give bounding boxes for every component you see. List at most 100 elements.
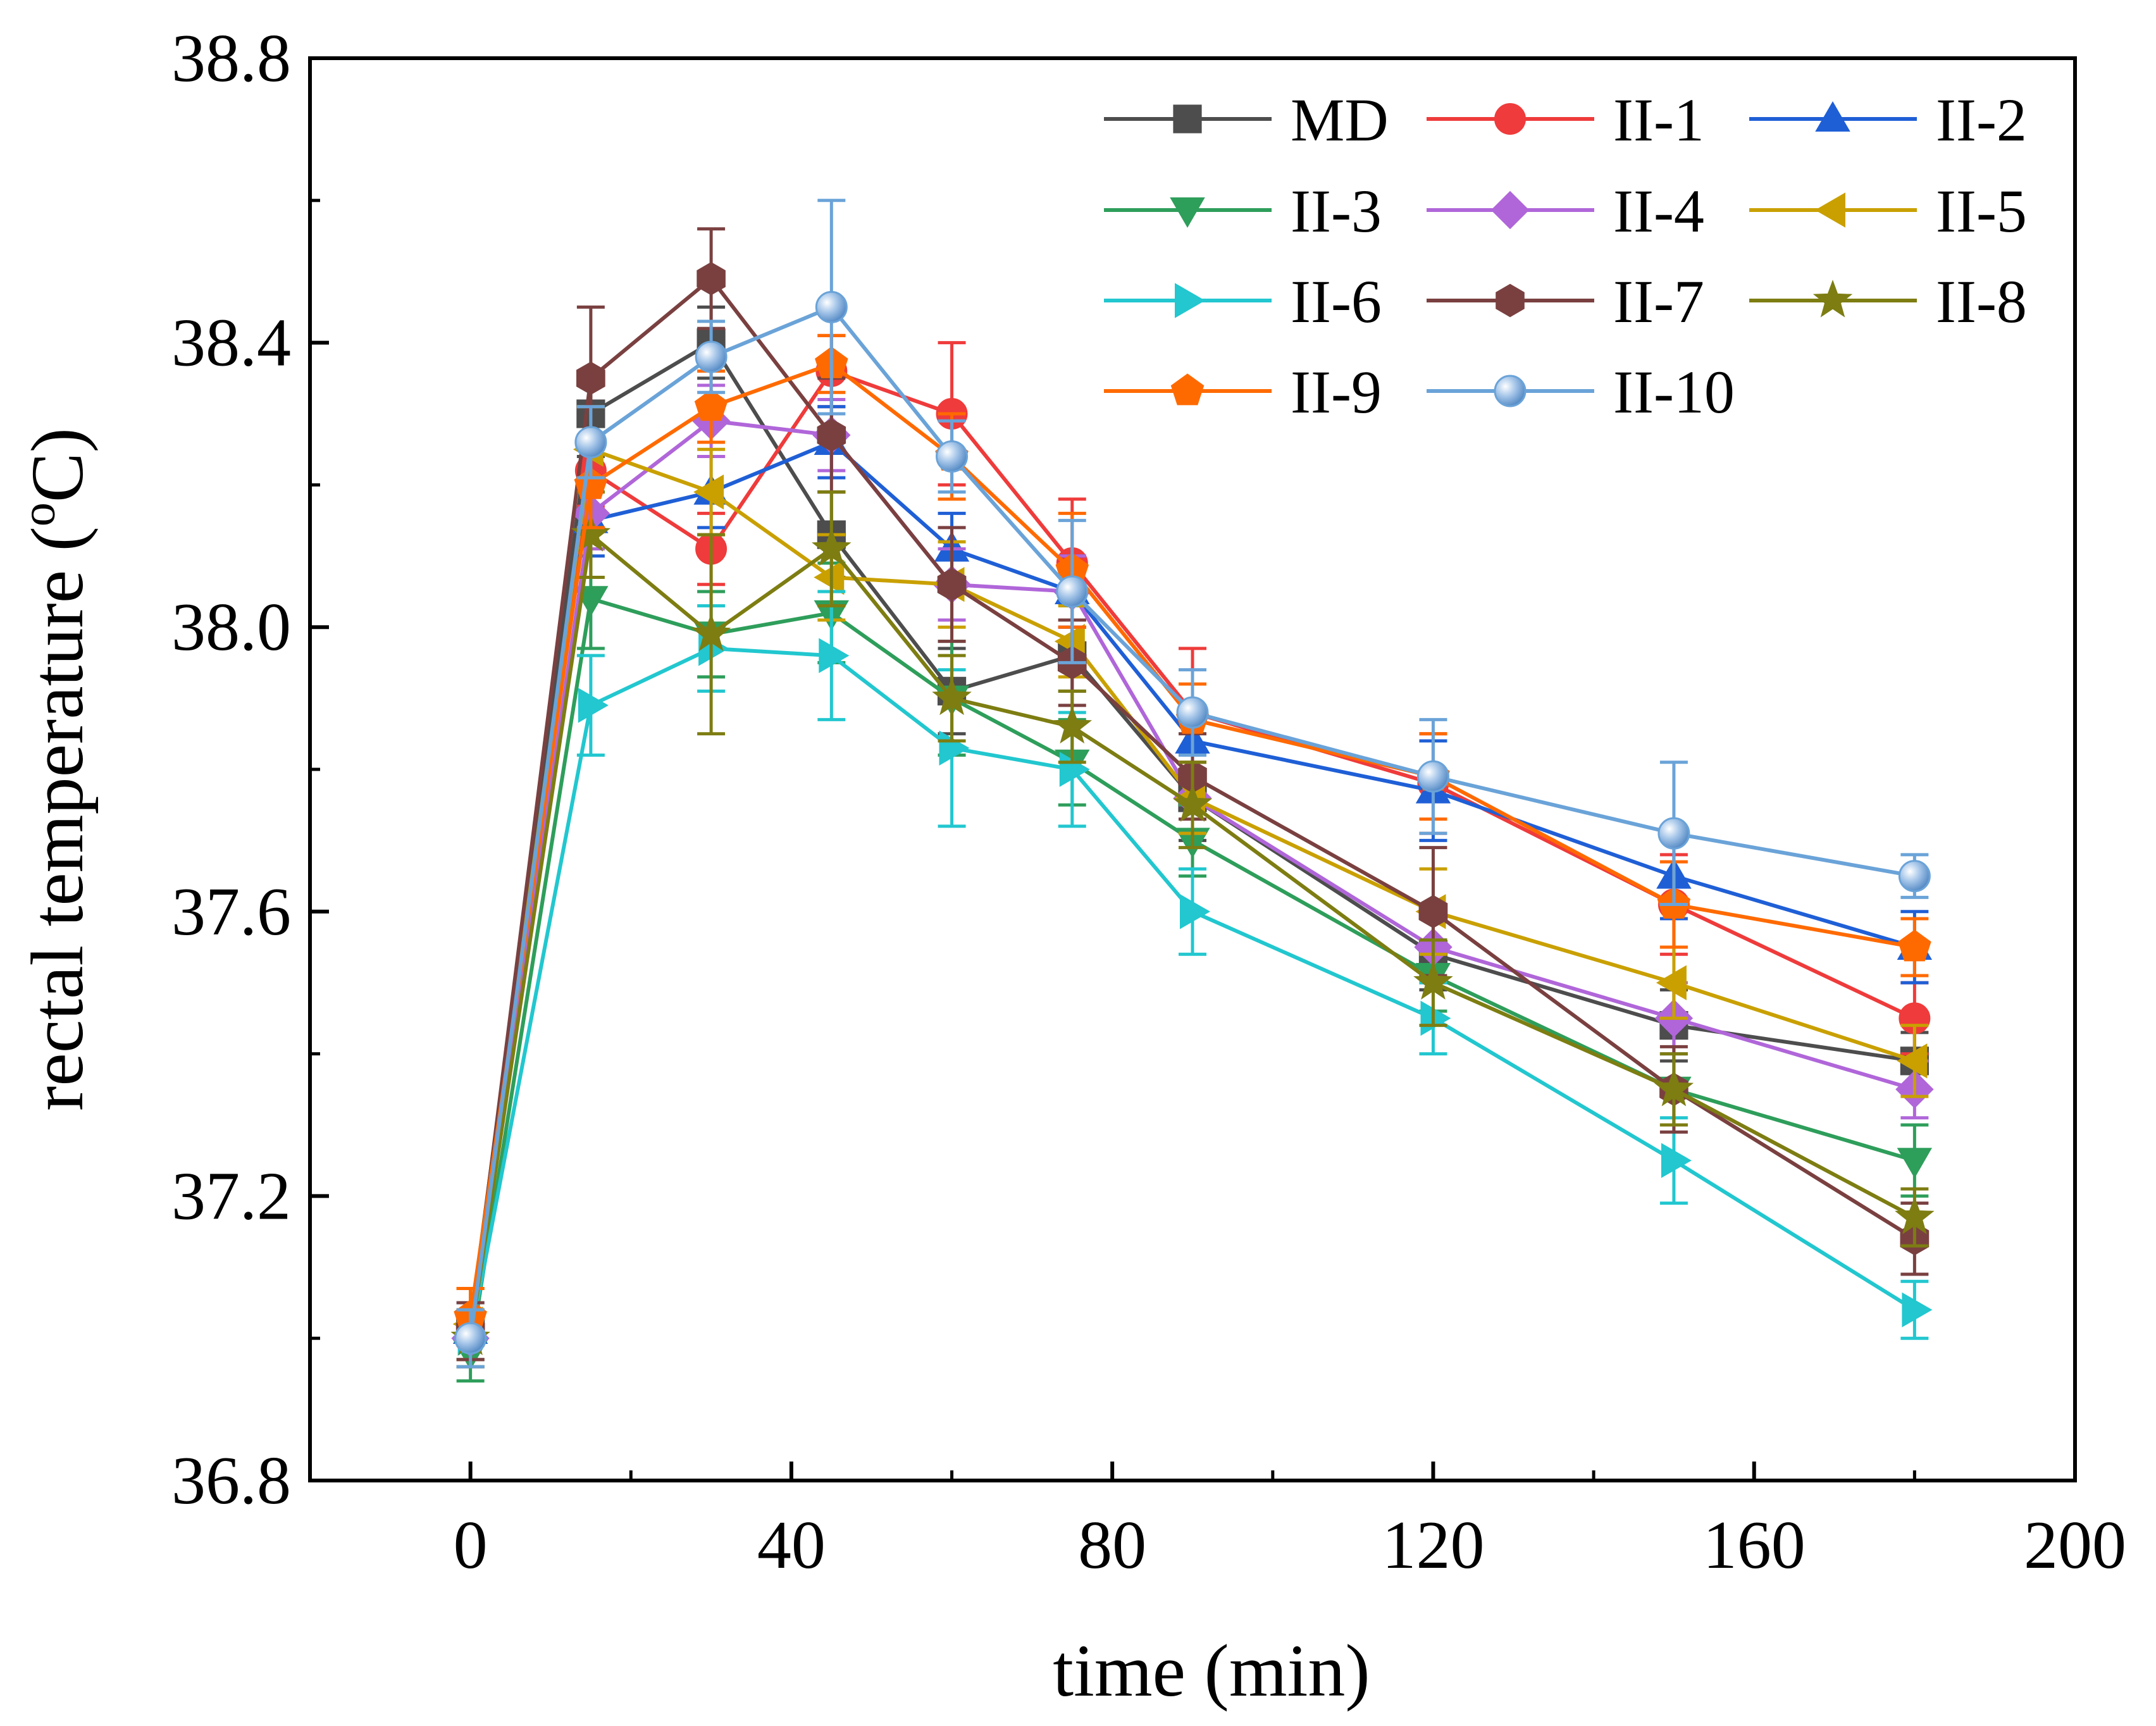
data-point-ii-10 [1056,575,1089,608]
legend-item-ii-1: II-1 [1427,86,1704,154]
series-line-ii-9 [468,362,1915,1317]
legend-label-ii-5: II-5 [1936,177,2027,245]
x-tick-label: 120 [1382,1508,1484,1583]
legend-label-ii-1: II-1 [1613,86,1704,154]
series-line-ii-2 [468,440,1916,1332]
legend-label-ii-10: II-10 [1613,358,1735,426]
data-point-ii-7 [817,418,846,452]
legend-marker-ii-7 [1496,283,1525,318]
series-line-ii-10 [468,305,1915,1339]
legend: MD II-1 II-2 II-3 II-4 II-5 II-6 II-7 II-8 II-9 II… [1104,86,2027,426]
data-point-ii-8 [1172,784,1213,822]
data-point-ii-6 [1180,894,1210,929]
series-layer [450,199,1935,1383]
legend-marker-md [1173,104,1202,133]
y-tick-label: 37.6 [171,874,291,950]
legend-label-md: MD [1291,86,1389,154]
x-tick-label: 80 [1078,1508,1146,1583]
legend-item-ii-5: II-5 [1749,177,2027,245]
legend-label-ii-3: II-3 [1291,177,1382,245]
series-line-ii-8 [468,533,1916,1339]
legend-item-ii-3: II-3 [1104,177,1382,245]
data-point-ii-10 [695,340,728,373]
data-point-ii-8 [691,613,731,652]
data-point-ii-7 [697,262,726,295]
series-ii-10 [454,199,1931,1369]
data-point-ii-8 [1052,705,1093,744]
legend-marker-ii-5 [1815,192,1845,228]
legend-marker-ii-8 [1812,280,1853,318]
y-tick-label: 38.4 [171,306,291,381]
data-point-ii-10 [454,1322,487,1355]
x-tick-label: 200 [2024,1508,2126,1583]
legend-label-ii-7: II-7 [1613,268,1704,335]
data-point-ii-6 [1420,1000,1451,1036]
legend-marker-ii-4 [1490,190,1530,230]
legend-marker-ii-1 [1494,103,1526,135]
data-point-ii-10 [936,440,969,473]
legend-marker-ii-10 [1494,375,1527,407]
data-point-ii-10 [1657,817,1690,850]
data-point-ii-6 [1902,1292,1933,1327]
data-point-ii-6 [1661,1143,1692,1178]
legend-marker-ii-2 [1815,101,1850,132]
data-point-ii-10 [1176,696,1209,729]
series-line-ii-4 [468,419,1916,1339]
legend-item-ii-4: II-4 [1427,177,1704,245]
legend-item-ii-7: II-7 [1427,268,1704,335]
data-point-ii-7 [576,361,605,395]
x-axis-title: time (min) [1053,1629,1370,1712]
legend-item-ii-2: II-2 [1749,86,2027,154]
data-point-ii-6 [819,638,850,673]
data-point-ii-8 [812,528,852,566]
data-point-ii-9 [1898,929,1931,962]
legend-label-ii-8: II-8 [1936,268,2027,335]
y-tick-label: 38.0 [171,590,291,665]
y-axis-title-superscript: o [12,502,65,526]
series-line-md [468,340,1915,1325]
data-point-ii-5 [814,559,845,595]
y-tick-label: 38.8 [171,21,291,96]
legend-item-ii-8: II-8 [1749,268,2027,335]
plot-frame [308,56,2077,1482]
data-point-ii-9 [694,389,728,421]
y-axis-title: rectal temperature (oC) [12,428,99,1111]
legend-marker-ii-9 [1170,373,1205,406]
data-point-ii-5 [693,474,724,510]
legend-item-ii-6: II-6 [1104,268,1382,335]
series-line-ii-1 [468,369,1916,1339]
data-point-ii-5 [1897,1043,1928,1079]
x-tick-label: 40 [757,1508,826,1583]
legend-marker-ii-6 [1175,283,1205,318]
legend-item-ii-10: II-10 [1427,358,1735,426]
legend-item-ii-9: II-9 [1104,358,1382,426]
legend-marker-ii-3 [1170,197,1205,228]
data-point-ii-7 [1418,895,1448,929]
x-tick-label: 0 [454,1508,488,1583]
y-tick-label: 37.2 [171,1158,291,1234]
y-axis: 36.8 37.2 37.6 38.0 38.4 38.8 [171,21,329,1518]
legend-item-md: MD [1104,86,1389,154]
data-point-ii-5 [1656,965,1687,1000]
data-point-ii-8 [932,677,972,716]
data-point-ii-10 [815,290,848,323]
y-tick-label: 36.8 [171,1443,291,1518]
y-axis-title-unit: C) [16,428,99,502]
legend-label-ii-6: II-6 [1291,268,1382,335]
series-line-ii-6 [468,646,1916,1339]
series-line-ii-7 [468,276,1916,1332]
y-axis-title-main: rectal temperature ( [16,526,99,1111]
data-point-ii-8 [1413,962,1453,1000]
legend-label-ii-2: II-2 [1936,86,2027,154]
data-point-ii-8 [1654,1068,1694,1107]
data-point-ii-6 [939,730,970,766]
legend-label-ii-9: II-9 [1291,358,1382,426]
data-point-ii-10 [574,426,607,459]
data-point-ii-7 [937,568,967,602]
legend-label-ii-4: II-4 [1613,177,1704,245]
data-point-ii-10 [1416,760,1449,793]
data-point-ii-3 [1897,1148,1933,1179]
data-point-ii-8 [1895,1196,1935,1234]
x-axis: 0 40 80 120 160 200 [454,1462,2126,1583]
